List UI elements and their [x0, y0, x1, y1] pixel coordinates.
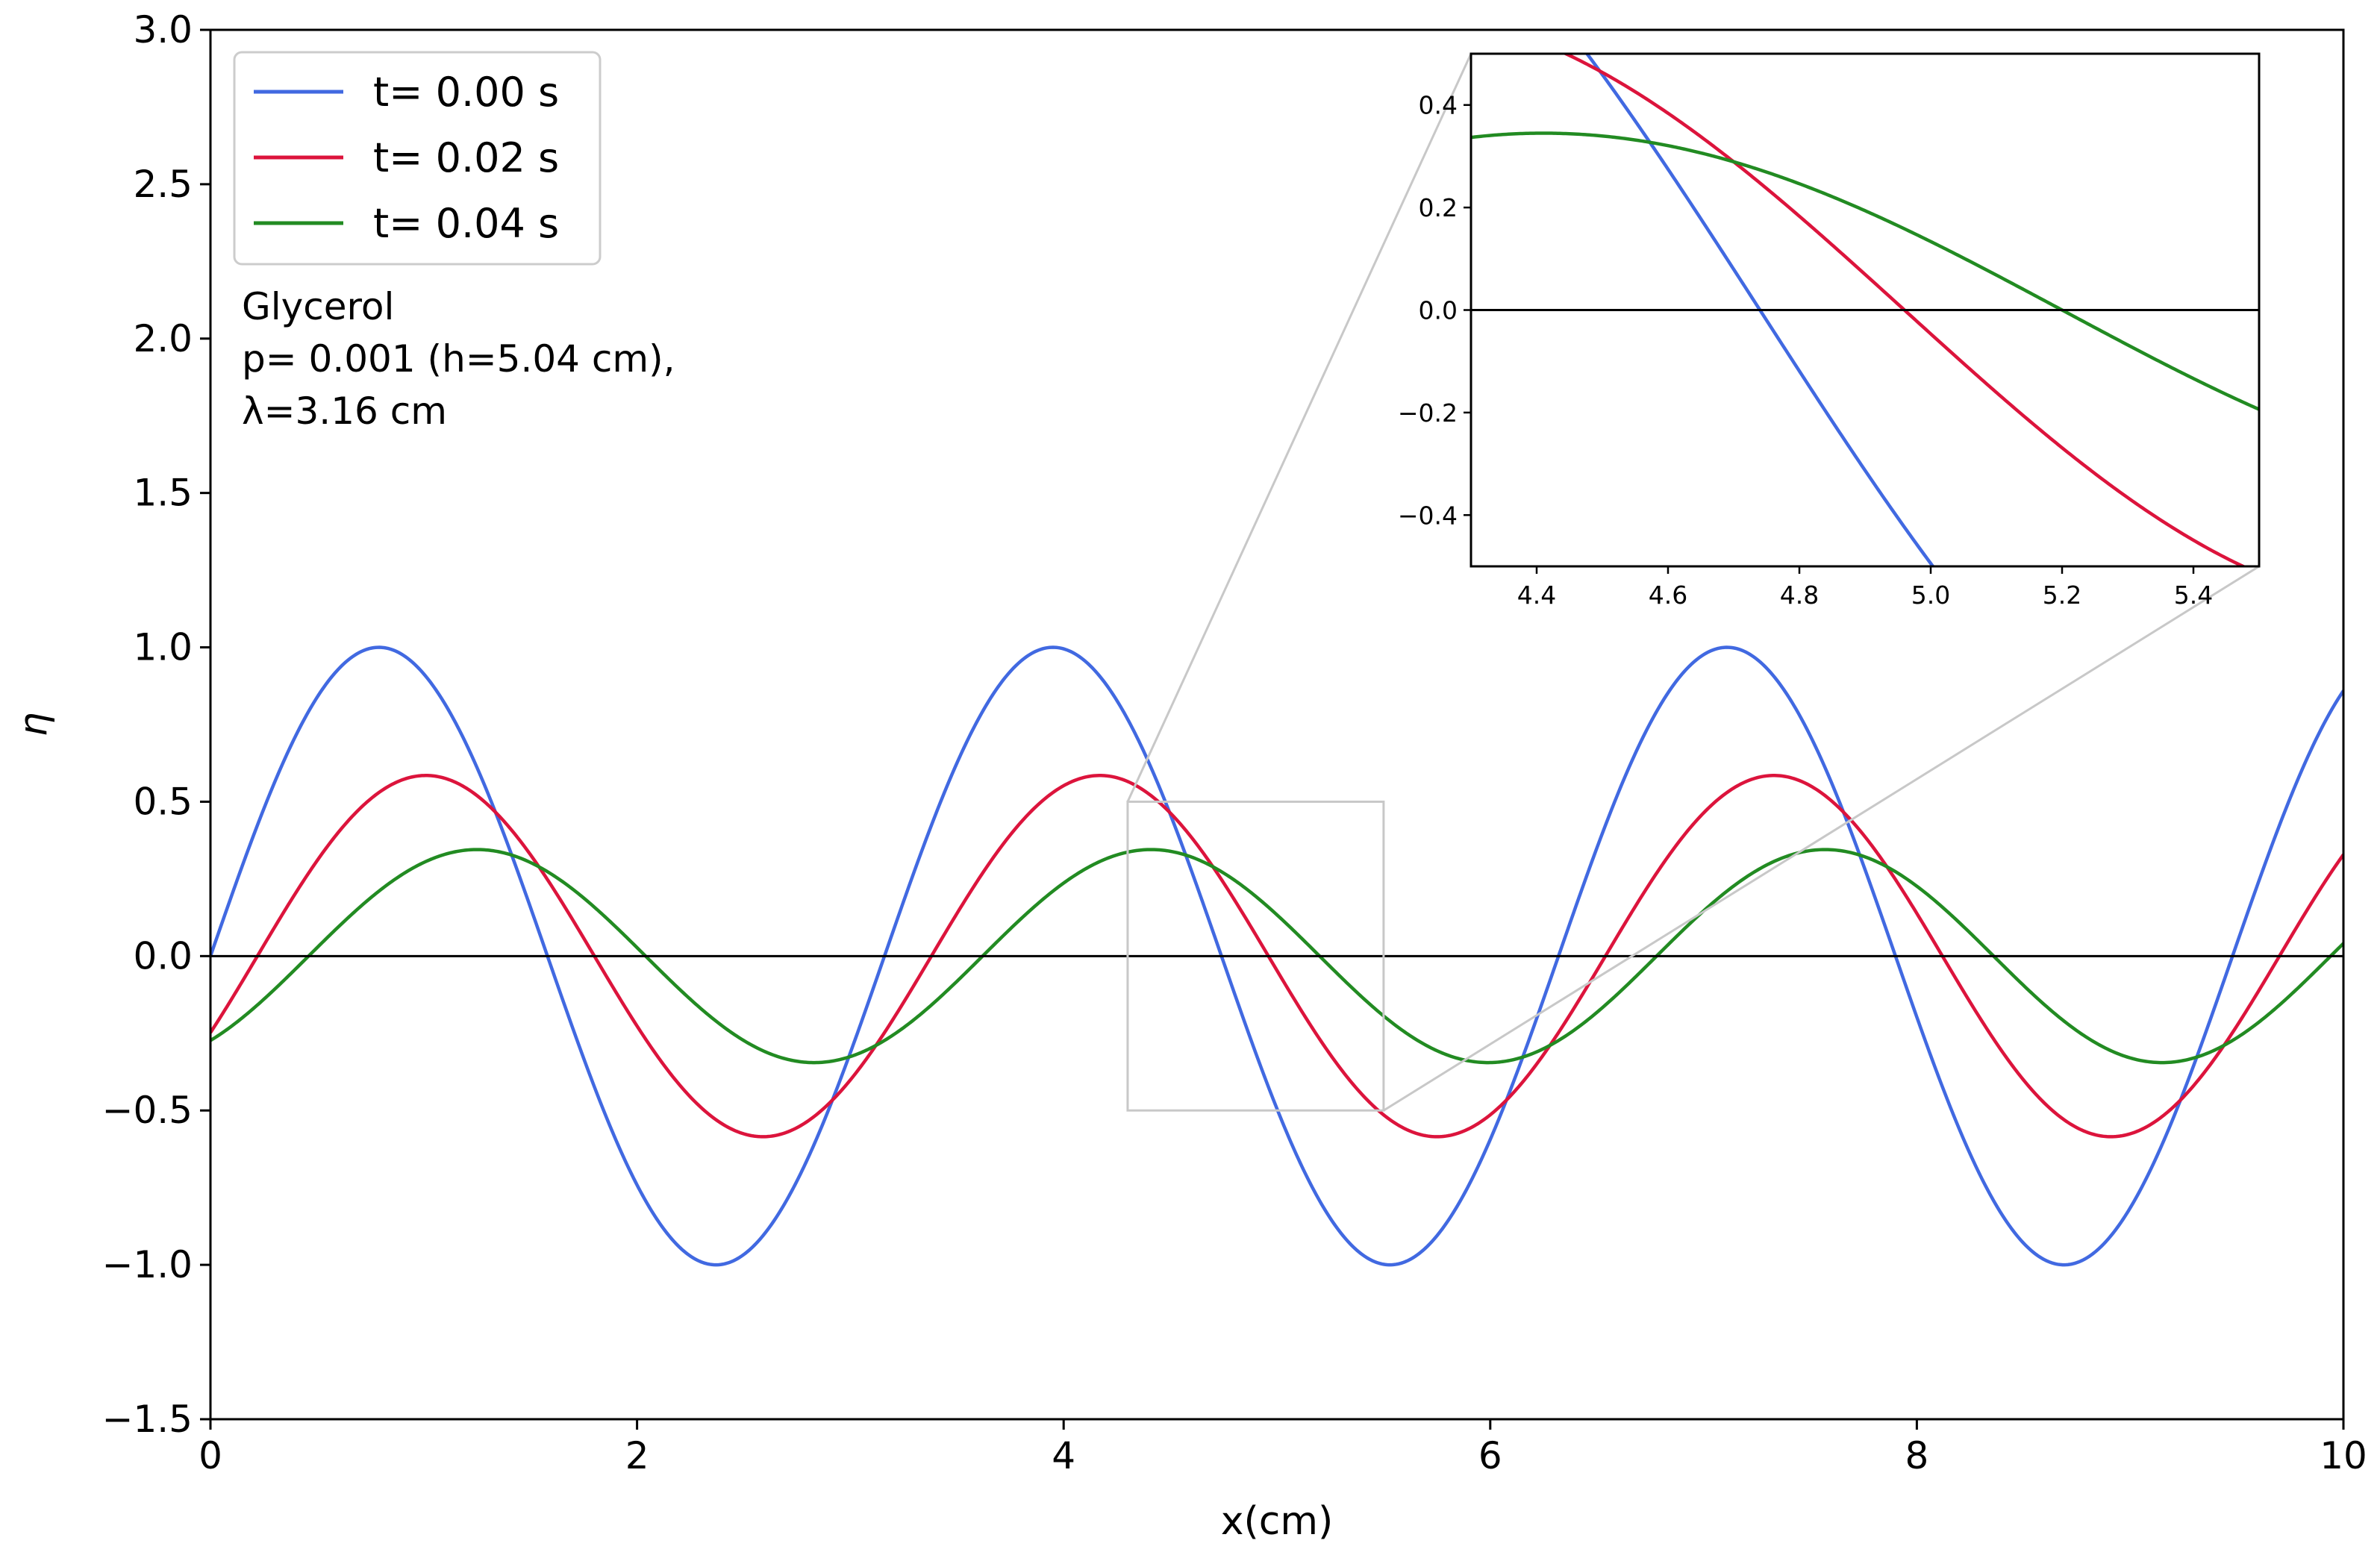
y-tick-label: 1.0: [133, 626, 193, 669]
inset-x-tick-label: 4.4: [1517, 581, 1556, 610]
y-axis-label: η: [11, 713, 56, 737]
inset-y-tick-label: −0.2: [1398, 398, 1458, 428]
legend-label-t2: t= 0.04 s: [373, 200, 559, 247]
x-axis-label: x(cm): [1221, 1499, 1334, 1544]
legend-label-t1: t= 0.02 s: [373, 134, 559, 181]
series-line-0: [210, 645, 2343, 1267]
inset-series-line-1: [1561, 54, 2247, 566]
inset-y-tick-label: 0.4: [1419, 91, 1458, 120]
annotation-block: Glycerol p= 0.001 (h=5.04 cm), λ=3.16 cm: [242, 285, 675, 433]
inset-series-line-2: [1471, 131, 2259, 411]
y-tick-label: −1.5: [102, 1398, 193, 1441]
inset-x-tick-label: 4.8: [1780, 581, 1819, 610]
x-tick-label: 6: [1478, 1434, 1502, 1477]
inset-y-tick-label: 0.2: [1419, 193, 1458, 222]
inset-y-axis-ticks: −0.4 −0.2 0.0 0.2 0.4: [1398, 91, 1471, 530]
inset-x-tick-label: 5.2: [2043, 581, 2081, 610]
y-tick-label: 2.0: [133, 317, 193, 360]
y-tick-label: 3.0: [133, 8, 193, 51]
y-tick-label: 1.5: [133, 472, 193, 515]
y-tick-label: 0.0: [133, 934, 193, 977]
zoom-connector-line: [1126, 53, 1472, 803]
inset-x-tick-label: 4.6: [1649, 581, 1687, 610]
legend: t= 0.00 s t= 0.02 s t= 0.04 s: [233, 51, 602, 266]
legend-label-t0: t= 0.00 s: [373, 69, 559, 116]
inset-series-group: [1471, 54, 2259, 566]
x-tick-label: 8: [1905, 1434, 1928, 1477]
main-axes-frame: [209, 28, 2345, 1421]
inset-y-tick-label: 0.0: [1419, 296, 1458, 325]
main-series-group: [210, 645, 2343, 1267]
x-tick-label: 10: [2320, 1434, 2367, 1477]
annotation-fluid: Glycerol: [242, 285, 394, 328]
x-tick-label: 0: [199, 1434, 222, 1477]
annotation-wavelength: λ=3.16 cm: [242, 390, 447, 433]
x-tick-label: 4: [1052, 1434, 1075, 1477]
y-axis-ticks: −1.5 −1.0 −0.5 0.0 0.5 1.0 1.5 2.0 2.5 3.0: [102, 8, 210, 1441]
series-line-2: [210, 848, 2343, 1065]
zoom-region-box: [1126, 800, 1385, 1112]
y-tick-label: −0.5: [102, 1089, 193, 1132]
inset-x-tick-label: 5.4: [2174, 581, 2213, 610]
y-tick-label: 2.5: [133, 163, 193, 206]
inset-x-tick-label: 5.0: [1911, 581, 1950, 610]
zoom-connector-line: [1383, 565, 2260, 1112]
main-plot-area: 0 2 4 6 8 10 −1.5 −1.0 −0.5 0.0 0.5 1.0 1.5 2.0 2.5 3.…: [102, 8, 2367, 1477]
legend-box: [233, 51, 602, 266]
y-tick-label: −1.0: [102, 1243, 193, 1286]
x-tick-label: 2: [625, 1434, 649, 1477]
series-line-1: [210, 774, 2343, 1139]
inset-series-line-0: [1584, 54, 1935, 566]
y-tick-label: 0.5: [133, 780, 193, 823]
x-axis-ticks: 0 2 4 6 8 10: [199, 1419, 2367, 1477]
inset-x-axis-ticks: 4.4 4.6 4.8 5.0 5.2 5.4: [1517, 566, 2213, 610]
inset-plot-area: 4.4 4.6 4.8 5.0 5.2 5.4 −0.4 −0.2 0.0 0.2 0.4: [1398, 52, 2261, 610]
inset-y-tick-label: −0.4: [1398, 501, 1458, 530]
annotation-parameters: p= 0.001 (h=5.04 cm),: [242, 337, 675, 381]
